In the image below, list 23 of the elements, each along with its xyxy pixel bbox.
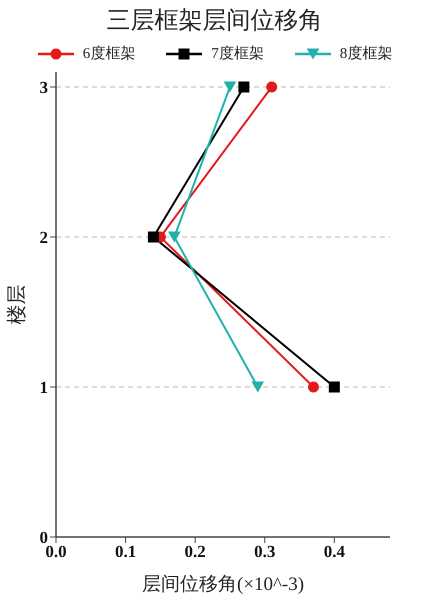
point xyxy=(266,82,278,92)
legend-label: 8度框架 xyxy=(340,44,392,63)
x-axis-title: 层间位移角(×10^-3) xyxy=(142,574,304,595)
point xyxy=(168,232,181,242)
y-tick-label: 2 xyxy=(40,228,48,248)
legend-label: 7度框架 xyxy=(211,44,264,63)
legend-label: 6度框架 xyxy=(82,44,136,63)
point xyxy=(224,82,236,92)
x-tick-label: 0.2 xyxy=(184,542,206,562)
x-tick-label: 0.4 xyxy=(324,542,346,562)
point xyxy=(148,232,159,242)
chart-title: 三层框架层间位移角 xyxy=(106,7,324,36)
point xyxy=(308,382,319,392)
x-tick-label: 0.0 xyxy=(45,542,67,562)
x-tick-label: 0.3 xyxy=(254,542,276,562)
y-tick-label: 3 xyxy=(40,78,48,98)
point xyxy=(251,382,264,392)
y-tick-label: 1 xyxy=(40,378,48,398)
x-tick-label: 0.1 xyxy=(114,542,136,562)
point xyxy=(238,82,250,92)
y-tick-label: 0 xyxy=(40,528,48,548)
point xyxy=(328,382,340,392)
y-axis-title: 楼层 xyxy=(6,284,28,324)
